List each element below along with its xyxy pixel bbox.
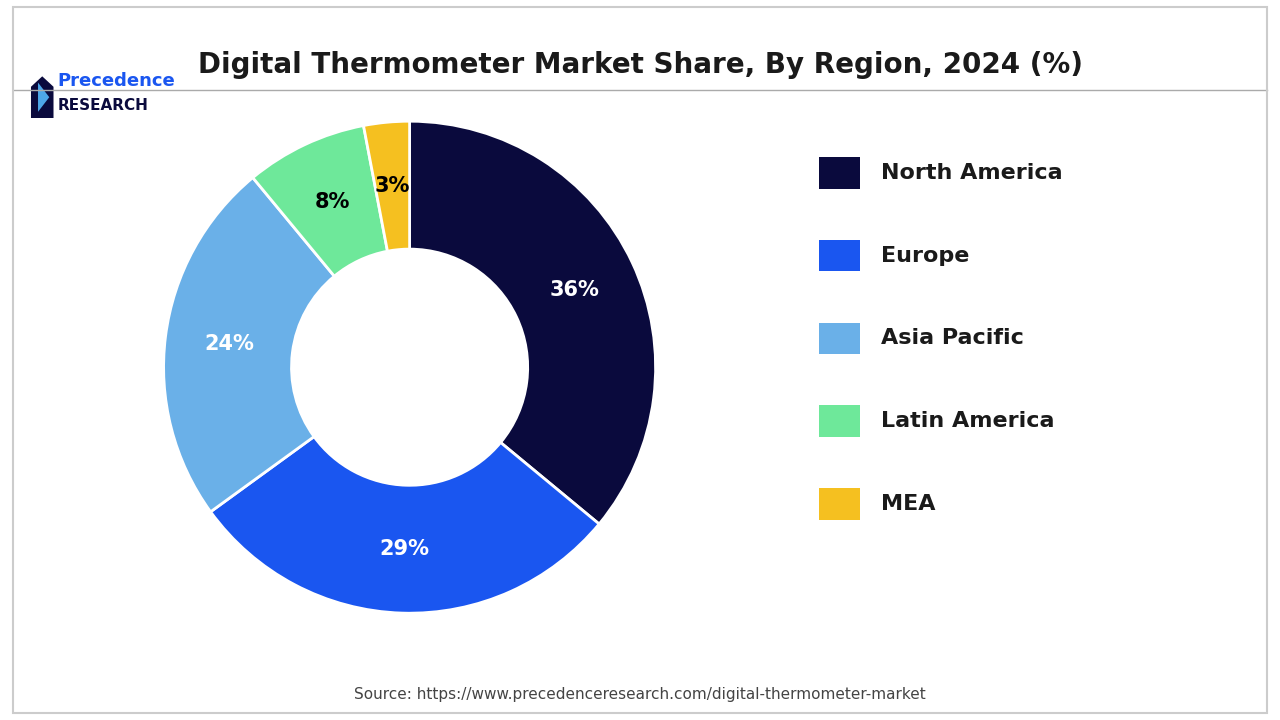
Polygon shape (31, 76, 54, 118)
Text: Latin America: Latin America (881, 411, 1055, 431)
Wedge shape (164, 178, 334, 512)
Text: 3%: 3% (375, 176, 410, 196)
Wedge shape (410, 121, 655, 524)
Wedge shape (364, 121, 410, 251)
Text: 29%: 29% (379, 539, 429, 559)
Polygon shape (38, 83, 49, 112)
Text: MEA: MEA (881, 494, 936, 514)
Text: Asia Pacific: Asia Pacific (881, 328, 1024, 348)
Text: RESEARCH: RESEARCH (58, 98, 148, 113)
Text: Europe: Europe (881, 246, 969, 266)
Text: Source: https://www.precedenceresearch.com/digital-thermometer-market: Source: https://www.precedenceresearch.c… (355, 688, 925, 702)
Wedge shape (211, 436, 599, 613)
Text: North America: North America (881, 163, 1062, 183)
Text: 24%: 24% (204, 334, 253, 354)
Text: Precedence: Precedence (58, 72, 175, 90)
Text: 36%: 36% (549, 279, 599, 300)
Text: Digital Thermometer Market Share, By Region, 2024 (%): Digital Thermometer Market Share, By Reg… (197, 51, 1083, 78)
Text: 8%: 8% (315, 192, 349, 212)
Wedge shape (252, 125, 388, 276)
